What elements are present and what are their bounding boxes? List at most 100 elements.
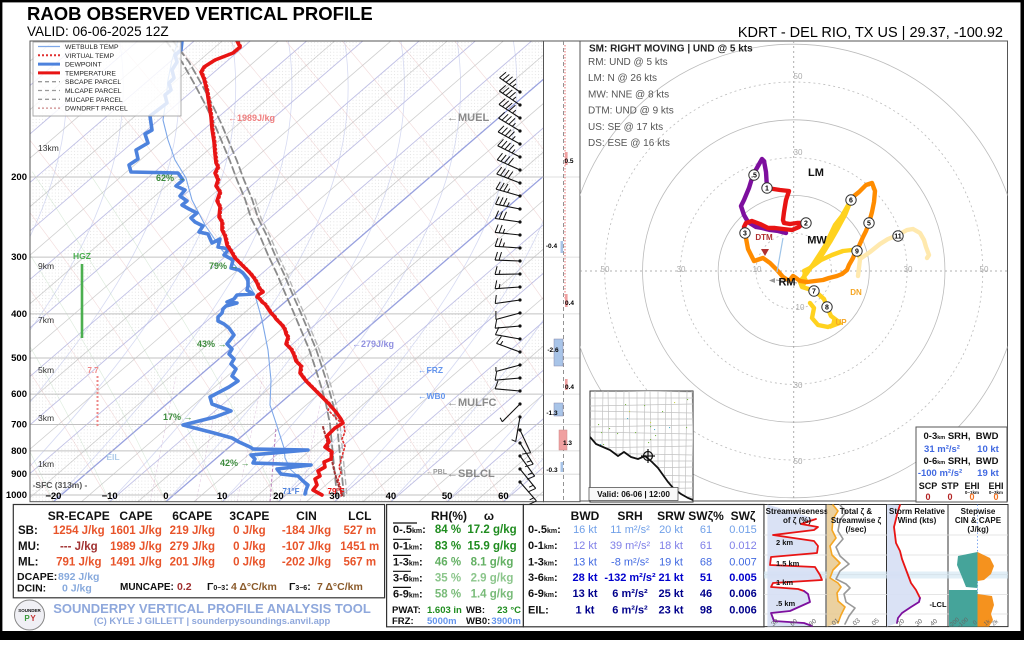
svg-text:RM: RM xyxy=(778,277,795,289)
svg-text:DS: ESE @ 16 kts: DS: ESE @ 16 kts xyxy=(588,138,670,149)
svg-text:CIN & CAPE: CIN & CAPE xyxy=(955,516,1002,525)
svg-text:600: 600 xyxy=(11,389,27,400)
svg-text:US: SE @ 17 kts: US: SE @ 17 kts xyxy=(588,122,663,133)
svg-text:50: 50 xyxy=(794,457,803,466)
svg-text:SCP: SCP xyxy=(919,481,938,491)
svg-text:0.006: 0.006 xyxy=(729,605,757,617)
svg-text:0-1km:: 0-1km: xyxy=(393,540,423,552)
svg-text:9: 9 xyxy=(855,249,859,256)
svg-text:-2.6: -2.6 xyxy=(547,347,559,354)
svg-text:68: 68 xyxy=(700,556,712,568)
svg-text:79% →: 79% → xyxy=(209,261,239,271)
svg-text:1.3: 1.3 xyxy=(563,440,572,447)
svg-text:LM: N @ 26 kts: LM: N @ 26 kts xyxy=(588,73,657,84)
svg-text:20 kt: 20 kt xyxy=(659,524,683,536)
svg-text:61: 61 xyxy=(700,524,712,536)
svg-text:17% →: 17% → xyxy=(163,412,193,422)
svg-text:←MULFC: ←MULFC xyxy=(447,397,497,409)
svg-text:SR-ECAPE: SR-ECAPE xyxy=(48,509,110,523)
svg-text:0.5: 0.5 xyxy=(564,158,573,165)
svg-text:200: 200 xyxy=(11,172,27,183)
svg-text:0-1km:: 0-1km: xyxy=(528,540,558,552)
svg-text:-107 J/kg: -107 J/kg xyxy=(282,541,331,553)
svg-text:0: 0 xyxy=(925,492,930,502)
svg-text:--- J/kg: --- J/kg xyxy=(60,541,98,553)
svg-text:-8 m²/s²: -8 m²/s² xyxy=(611,556,649,568)
svg-text:20: 20 xyxy=(273,491,284,502)
svg-text:42% →: 42% → xyxy=(220,458,250,468)
svg-text:SOUNDER: SOUNDER xyxy=(18,608,41,613)
svg-text:WB0:: WB0: xyxy=(466,616,490,627)
svg-text:62% →: 62% → xyxy=(156,173,186,183)
svg-text:SOUNDERPY VERTICAL PROFILE ANA: SOUNDERPY VERTICAL PROFILE ANALYSIS TOOL xyxy=(53,601,371,616)
svg-text:MU:: MU: xyxy=(18,541,40,553)
svg-text:39 m²/s²: 39 m²/s² xyxy=(610,540,651,552)
svg-text:0.005: 0.005 xyxy=(729,572,757,584)
svg-text:-SFC (313m) -: -SFC (313m) - xyxy=(33,480,88,490)
svg-text:Storm Relative: Storm Relative xyxy=(889,507,946,516)
svg-text:0-6km SRH, BWD: 0-6km SRH, BWD xyxy=(924,456,999,467)
svg-text:10: 10 xyxy=(217,491,228,502)
svg-text:5km: 5km xyxy=(38,365,54,375)
svg-text:892 J/kg: 892 J/kg xyxy=(58,571,99,583)
svg-text:←MUEL: ←MUEL xyxy=(447,112,489,124)
svg-text:−20: −20 xyxy=(45,491,61,502)
svg-text:SBCAPE PARCEL: SBCAPE PARCEL xyxy=(65,79,121,86)
svg-text:0: 0 xyxy=(163,491,168,502)
svg-text:13km: 13km xyxy=(38,143,59,153)
svg-text:ω: ω xyxy=(484,509,494,523)
svg-text:10: 10 xyxy=(753,265,762,274)
svg-text:VALID: 06-06-2025 12Z: VALID: 06-06-2025 12Z xyxy=(27,24,169,39)
svg-text:279 J/kg: 279 J/kg xyxy=(170,541,215,553)
svg-text:19 kt: 19 kt xyxy=(659,556,683,568)
svg-text:791 J/kg: 791 J/kg xyxy=(56,557,101,569)
svg-text:←FRZ: ←FRZ xyxy=(418,365,443,375)
svg-text:15.9 g/kg: 15.9 g/kg xyxy=(467,540,516,552)
svg-text:8.1 g/kg: 8.1 g/kg xyxy=(471,556,514,568)
svg-text:-0.4: -0.4 xyxy=(546,243,558,250)
svg-text:30: 30 xyxy=(329,491,340,502)
svg-text:3900m: 3900m xyxy=(491,616,521,627)
svg-text:0 J/kg: 0 J/kg xyxy=(62,583,92,595)
svg-text:40: 40 xyxy=(386,491,397,502)
svg-text:1km: 1km xyxy=(38,459,54,469)
svg-text:61: 61 xyxy=(700,540,712,552)
svg-text:KDRT - DEL RIO, TX US | 29.37,: KDRT - DEL RIO, TX US | 29.37, -100.92 xyxy=(738,25,1003,41)
svg-text:201 J/kg: 201 J/kg xyxy=(170,557,215,569)
svg-text:6-9km:: 6-9km: xyxy=(393,588,423,600)
svg-text:VIRTUAL TEMP: VIRTUAL TEMP xyxy=(65,53,114,60)
svg-text:EIL: EIL xyxy=(106,452,119,462)
svg-text:6: 6 xyxy=(849,198,853,205)
svg-text:CIN: CIN xyxy=(296,509,317,523)
svg-text:-202 J/kg: -202 J/kg xyxy=(282,557,331,569)
svg-text:4 Δ°C/km: 4 Δ°C/km xyxy=(231,581,277,593)
svg-text:0.012: 0.012 xyxy=(729,540,757,552)
svg-text:3-6km:: 3-6km: xyxy=(393,572,423,584)
svg-text:DTM: UND @ 9 kts: DTM: UND @ 9 kts xyxy=(588,106,674,117)
svg-text:700: 700 xyxy=(11,420,27,431)
svg-text:RM: UND @ 5 kts: RM: UND @ 5 kts xyxy=(588,57,668,68)
svg-text:30: 30 xyxy=(794,381,803,390)
svg-text:0 J/kg: 0 J/kg xyxy=(233,541,266,553)
svg-text:6-9km:: 6-9km: xyxy=(528,588,558,600)
svg-text:98: 98 xyxy=(700,605,712,617)
svg-text:0.007: 0.007 xyxy=(729,556,757,568)
svg-text:5: 5 xyxy=(867,221,871,228)
svg-text:6CAPE: 6CAPE xyxy=(172,509,212,523)
svg-text:0-3km SRH, BWD: 0-3km SRH, BWD xyxy=(924,431,999,442)
svg-text:7 Δ°C/km: 7 Δ°C/km xyxy=(317,581,363,593)
svg-text:17.2 g/kg: 17.2 g/kg xyxy=(467,524,516,536)
svg-text:9km: 9km xyxy=(38,261,54,271)
svg-text:13 kt: 13 kt xyxy=(573,556,597,568)
svg-text:3CAPE: 3CAPE xyxy=(229,509,269,523)
svg-text:3km: 3km xyxy=(38,413,54,423)
svg-text:12 kt: 12 kt xyxy=(573,540,597,552)
svg-text:RH(%): RH(%) xyxy=(431,509,467,523)
svg-text:-LCL: -LCL xyxy=(929,600,946,609)
svg-text:1601 J/kg: 1601 J/kg xyxy=(110,525,162,537)
svg-text:(C) KYLE J GILLETT | sounderpy: (C) KYLE J GILLETT | sounderpysoundings.… xyxy=(94,615,331,626)
svg-text:←SBLCL: ←SBLCL xyxy=(447,468,495,480)
svg-text:23 °C: 23 °C xyxy=(497,605,521,616)
svg-text:2 km: 2 km xyxy=(776,538,793,547)
svg-text:28 kt: 28 kt xyxy=(572,572,597,584)
